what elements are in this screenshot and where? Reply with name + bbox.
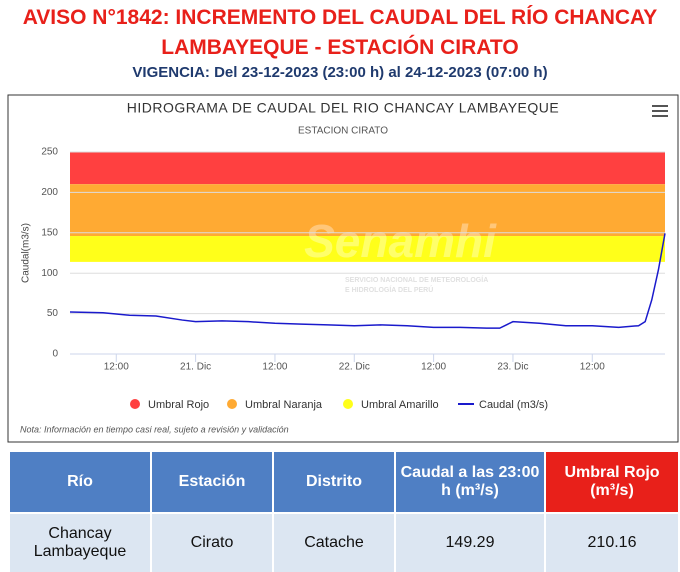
title: LAMBAYEQUE - ESTACIÓN CIRATO: [161, 36, 519, 59]
legend-label: Umbral Naranja: [245, 399, 323, 411]
table-header: Caudal a las 23:00 h (m³/s): [396, 452, 544, 512]
note: Nota: Información en tiempo casi real, s…: [20, 424, 289, 434]
legend-marker: [343, 399, 353, 409]
legend-marker: [227, 399, 237, 409]
chart-frame: [7, 94, 679, 443]
watermark: E HIDROLOGÍA DEL PERÚ: [345, 285, 433, 294]
threshold-band: [70, 152, 665, 185]
legend-label: Umbral Amarillo: [361, 399, 439, 411]
chart-subtitle: ESTACION CIRATO: [298, 126, 388, 137]
x-tick-label: 21. Dic: [180, 362, 211, 373]
legend-item: Umbral Amarillo: [343, 399, 439, 411]
threshold-band: [70, 236, 665, 262]
legend-label: Umbral Rojo: [148, 399, 209, 411]
chart: HIDROGRAMA DE CAUDAL DEL RIO CHANCAY LAM…: [7, 94, 679, 443]
legend-marker: [130, 399, 140, 409]
legend-label: Caudal (m3/s): [479, 399, 548, 411]
table-header: Distrito: [274, 452, 394, 512]
validity: VIGENCIA: Del 23-12-2023 (23:00 h) al 24…: [132, 64, 548, 81]
table-header: Río: [10, 452, 150, 512]
legend-item: Caudal (m3/s): [458, 399, 548, 411]
x-tick-label: 22. Dic: [339, 362, 370, 373]
table-header: Estación: [152, 452, 272, 512]
y-tick-label: 150: [41, 227, 58, 238]
table-cell: Cirato: [152, 514, 272, 572]
chart-title: HIDROGRAMA DE CAUDAL DEL RIO CHANCAY LAM…: [127, 100, 559, 116]
y-tick-label: 100: [41, 268, 58, 279]
watermark: SERVICIO NACIONAL DE METEOROLOGÍA: [345, 275, 488, 284]
table-cell: 149.29: [396, 514, 544, 572]
data-line: [69, 233, 666, 329]
menu-button[interactable]: [652, 105, 668, 117]
y-tick-label: 0: [52, 349, 58, 360]
table-cell: Catache: [274, 514, 394, 572]
y-tick-label: 50: [47, 308, 59, 319]
legend-item: Umbral Rojo: [130, 399, 209, 411]
x-tick-label: 12:00: [421, 362, 446, 373]
y-axis-label: Caudal(m3/s): [21, 223, 32, 283]
table-cell: Chancay Lambayeque: [10, 514, 150, 572]
table-header: Umbral Rojo (m³/s): [546, 452, 678, 512]
x-tick-label: 23. Dic: [497, 362, 528, 373]
title: AVISO N°1842: INCREMENTO DEL CAUDAL DEL …: [22, 6, 658, 29]
y-tick-label: 250: [41, 147, 58, 158]
y-tick-label: 200: [41, 187, 58, 198]
x-tick-label: 12:00: [580, 362, 605, 373]
legend-item: Umbral Naranja: [227, 399, 323, 411]
x-tick-label: 12:00: [104, 362, 129, 373]
x-tick-label: 12:00: [262, 362, 287, 373]
table-cell: 210.16: [546, 514, 678, 572]
watermark: Senamhi: [304, 215, 497, 267]
